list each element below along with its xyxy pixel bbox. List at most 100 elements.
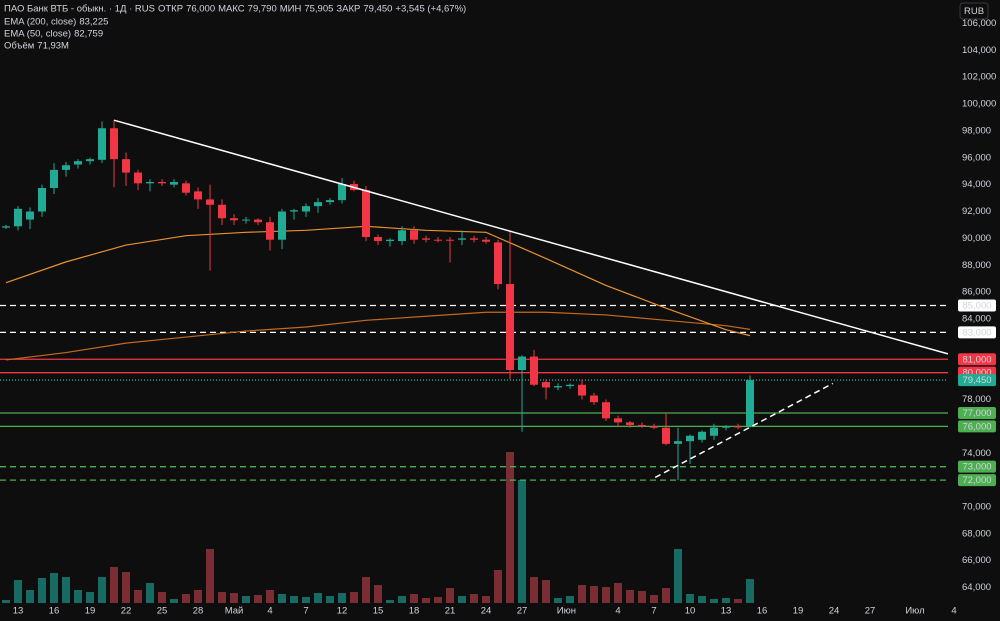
candle-body bbox=[494, 242, 502, 285]
candle-body bbox=[302, 206, 310, 212]
trendline bbox=[654, 382, 834, 479]
candle-body bbox=[626, 422, 634, 426]
candle-body bbox=[38, 188, 46, 212]
volume-bar bbox=[590, 586, 598, 603]
volume-bar bbox=[626, 590, 634, 603]
x-tick-label: 4 bbox=[951, 606, 956, 617]
volume-bar bbox=[602, 587, 610, 603]
volume-bar bbox=[470, 594, 478, 603]
volume-bar bbox=[494, 570, 502, 603]
x-tick-label: 24 bbox=[829, 606, 840, 617]
candle-body bbox=[674, 441, 682, 444]
candle-body bbox=[470, 238, 478, 240]
volume-bar bbox=[374, 585, 382, 603]
volume-bar bbox=[410, 594, 418, 603]
candle-body bbox=[458, 238, 466, 240]
ohlc-name: ОТКР bbox=[158, 4, 183, 15]
candle-body bbox=[398, 230, 406, 242]
candle-body bbox=[338, 183, 346, 201]
volume-bar bbox=[302, 597, 310, 603]
candle-body bbox=[50, 169, 58, 189]
level-label-box bbox=[958, 374, 996, 387]
candle-body bbox=[746, 380, 754, 427]
x-tick-label: 21 bbox=[445, 606, 456, 617]
x-tick-label: 19 bbox=[793, 606, 804, 617]
x-tick-label: 27 bbox=[865, 606, 876, 617]
change-label: +3,545 (+4,67%) bbox=[395, 4, 466, 15]
volume-bar bbox=[230, 593, 238, 603]
trendline bbox=[113, 119, 949, 355]
y-tick-label: 94,000 bbox=[962, 179, 991, 190]
legend-value: 83,225 bbox=[79, 17, 108, 28]
candle-body bbox=[206, 199, 214, 205]
volume-bar bbox=[14, 580, 22, 603]
candle-body bbox=[614, 418, 622, 423]
legend-entry: Объём bbox=[4, 41, 34, 52]
candle-body bbox=[86, 159, 94, 162]
y-tick-label: 74,000 bbox=[962, 448, 991, 459]
volume-bar bbox=[698, 596, 706, 603]
candle-body bbox=[722, 426, 730, 428]
candle-body bbox=[638, 425, 646, 427]
volume-bar bbox=[710, 599, 718, 603]
symbol-title: ПАО Банк ВТБ - обыкн. · 1Д · RUS bbox=[4, 4, 155, 15]
volume-bar bbox=[722, 598, 730, 603]
candle-body bbox=[314, 202, 322, 207]
volume-bar bbox=[542, 580, 550, 603]
volume-bar bbox=[38, 578, 46, 603]
ohlc-value: 79,450 bbox=[363, 4, 392, 15]
volume-bar bbox=[398, 596, 406, 603]
x-tick-label: 16 bbox=[49, 606, 60, 617]
legend-entry: EMA (50, close) bbox=[4, 29, 71, 40]
candle-body bbox=[146, 181, 154, 184]
candle-body bbox=[710, 427, 718, 436]
candle-body bbox=[662, 427, 670, 444]
candle-body bbox=[242, 219, 250, 221]
y-tick-label: 106,000 bbox=[962, 18, 996, 29]
candle-body bbox=[110, 128, 118, 160]
candle-body bbox=[518, 356, 526, 370]
volume-bar bbox=[554, 598, 562, 603]
volume-bar bbox=[338, 593, 346, 603]
legend-entry: EMA (200, close) bbox=[4, 17, 76, 28]
candle-body bbox=[422, 238, 430, 240]
candle-body bbox=[182, 183, 190, 193]
legend: ПАО Банк ВТБ - обыкн. · 1Д · RUS ОТКР 76,0… bbox=[4, 4, 466, 52]
volume-bar bbox=[482, 596, 490, 603]
level-label: 85,000 bbox=[962, 301, 991, 312]
x-tick-label: 12 bbox=[337, 606, 348, 617]
level-label: 83,000 bbox=[962, 327, 991, 338]
ohlc-value: 75,905 bbox=[304, 4, 333, 15]
y-tick-label: 102,000 bbox=[962, 72, 996, 83]
candle-body bbox=[134, 172, 142, 184]
volume-bar bbox=[506, 452, 514, 603]
ohlc-name: ЗАКР bbox=[336, 4, 360, 15]
volume-bar bbox=[350, 592, 358, 603]
candle-body bbox=[530, 356, 538, 385]
candle-body bbox=[482, 239, 490, 242]
legend-value: 71,93M bbox=[37, 41, 69, 52]
x-tick-label: 22 bbox=[121, 606, 132, 617]
volume-bar bbox=[278, 594, 286, 603]
level-label: 76,000 bbox=[962, 421, 991, 432]
candle-body bbox=[578, 384, 586, 396]
candle-body bbox=[26, 211, 34, 220]
x-tick-label: 7 bbox=[651, 606, 656, 617]
plot bbox=[0, 119, 949, 603]
volume-bar bbox=[86, 592, 94, 603]
volume-bar bbox=[314, 593, 322, 603]
volume-bar bbox=[134, 590, 142, 603]
candle-body bbox=[290, 210, 298, 212]
volume-bar bbox=[50, 573, 58, 603]
volume-bar bbox=[326, 596, 334, 603]
y-tick-label: 96,000 bbox=[962, 152, 991, 163]
x-tick-label: 24 bbox=[481, 606, 492, 617]
volume-bar bbox=[422, 598, 430, 603]
level-label: 77,000 bbox=[962, 408, 991, 419]
candle-body bbox=[194, 191, 202, 200]
volume-bar bbox=[26, 590, 34, 603]
level-label-box bbox=[958, 420, 996, 433]
level-label-box bbox=[958, 460, 996, 473]
